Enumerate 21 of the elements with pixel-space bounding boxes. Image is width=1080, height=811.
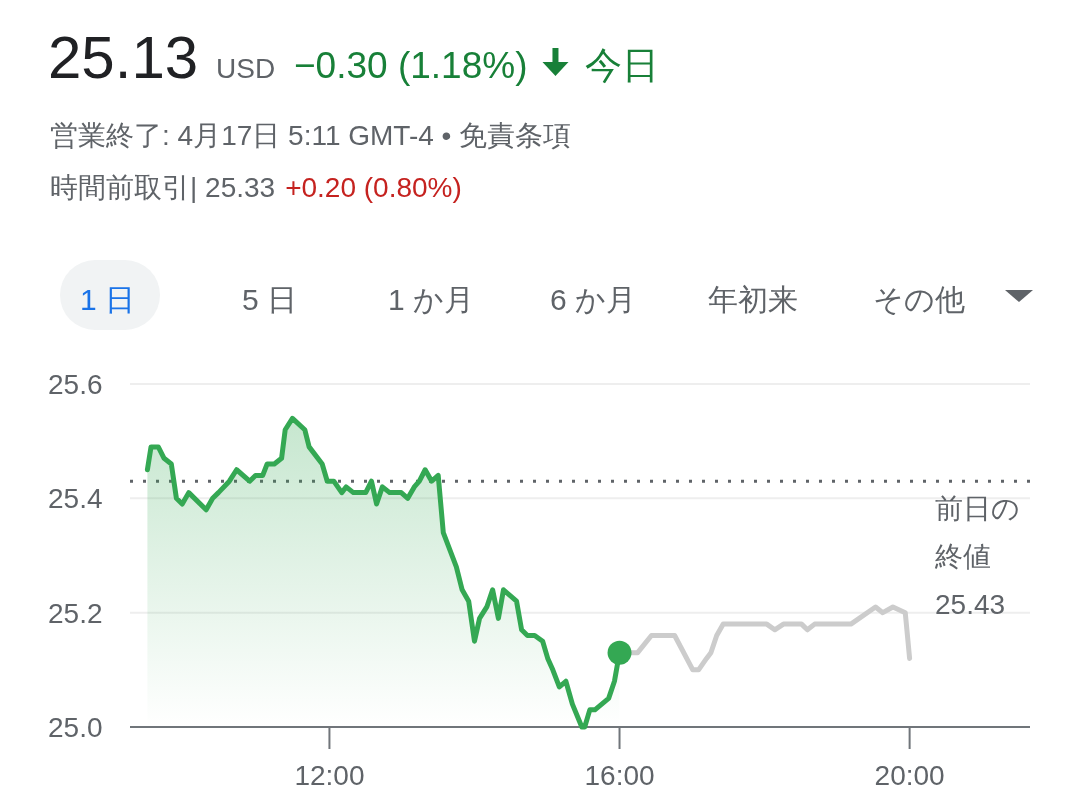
text: 今日: [585, 45, 660, 86]
x-tick-label: 16:00: [584, 760, 655, 791]
x-tick-label: 12:00: [294, 760, 365, 791]
text: +0.20 (0.80%): [285, 172, 462, 203]
title: 25.13: [48, 24, 199, 91]
y-tick-label: 25.4: [48, 483, 103, 515]
x-tick-label: 20:00: [874, 760, 945, 791]
text: −0.30 (1.18%): [294, 45, 528, 86]
text: 営業終了: 4月17日 5:11 GMT-4 • 免責条項: [50, 120, 572, 151]
text: 時間前取引| 25.33: [50, 172, 276, 203]
y-tick-label: 25.6: [48, 369, 103, 400]
text: その他: [873, 283, 965, 316]
text: USD: [216, 53, 276, 84]
text: 1 か月: [388, 283, 475, 316]
y-tick-label: 25.2: [48, 597, 103, 629]
text: 6 か月: [550, 283, 637, 316]
y-tick-label: 25.0: [48, 712, 103, 743]
text: 5 日: [242, 283, 298, 316]
text: 年初来: [708, 283, 798, 316]
ref-line-label: 前日の終値 25.43: [935, 492, 1021, 623]
text: 1 日: [80, 283, 136, 316]
